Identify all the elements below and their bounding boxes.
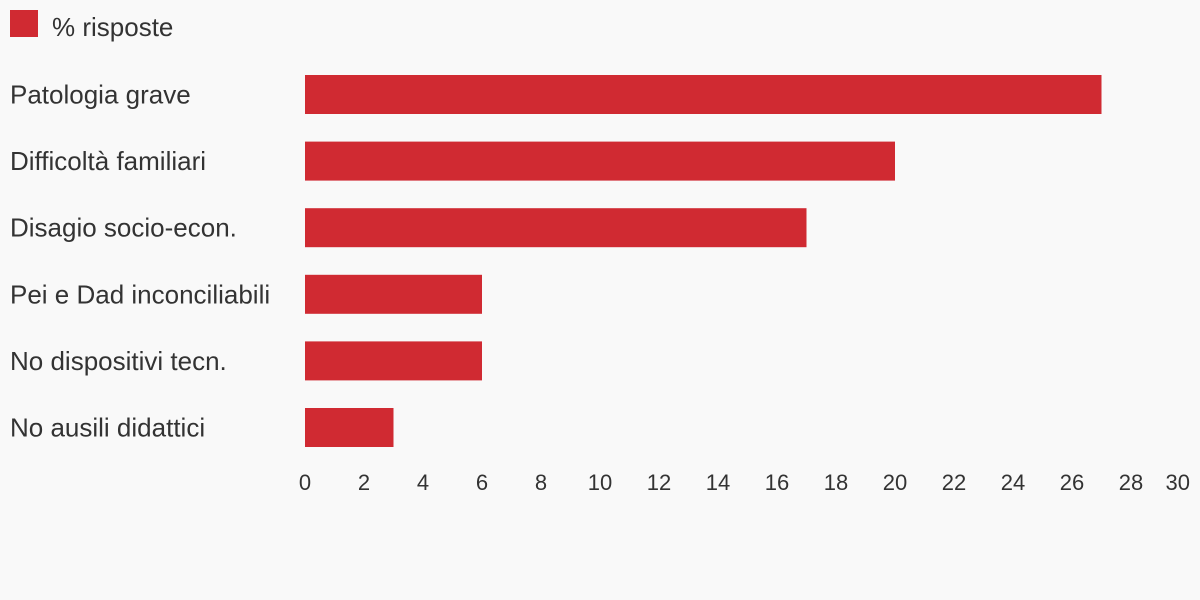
- x-tick-label: 16: [765, 470, 789, 495]
- bar: [305, 75, 1102, 114]
- x-tick-label: 28: [1119, 470, 1143, 495]
- x-tick-label: 10: [588, 470, 612, 495]
- category-label: Disagio socio-econ.: [10, 213, 237, 243]
- legend-label: % risposte: [52, 12, 173, 42]
- x-axis-tick-labels: 0 2 4 6 8 10 12 14 16 18 20 22 24 26 28 30: [299, 470, 1190, 495]
- bar: [305, 141, 895, 181]
- x-tick-label: 12: [647, 470, 671, 495]
- x-tick-label: 18: [824, 470, 848, 495]
- bar: [305, 274, 482, 314]
- x-tick-label: 24: [1001, 470, 1025, 495]
- category-label: Patologia grave: [10, 80, 191, 110]
- legend-swatch: [10, 10, 38, 37]
- x-tick-label: 6: [476, 470, 488, 495]
- x-tick-label: 8: [535, 470, 547, 495]
- category-label: No ausili didattici: [10, 413, 205, 443]
- x-tick-label: 4: [417, 470, 429, 495]
- bars: [305, 75, 1102, 447]
- bar: [305, 208, 807, 248]
- category-label: No dispositivi tecn.: [10, 346, 227, 376]
- category-label: Pei e Dad inconciliabili: [10, 279, 270, 309]
- legend: % risposte: [10, 10, 173, 42]
- x-tick-label: 30: [1166, 470, 1190, 495]
- x-tick-label: 22: [942, 470, 966, 495]
- category-labels: Patologia grave Difficoltà familiari Disag…: [10, 80, 270, 443]
- x-tick-label: 26: [1060, 470, 1084, 495]
- x-tick-label: 2: [358, 470, 370, 495]
- x-tick-label: 0: [299, 470, 311, 495]
- x-tick-label: 20: [883, 470, 907, 495]
- category-label: Difficoltà familiari: [10, 146, 206, 176]
- bar: [305, 408, 394, 447]
- bar: [305, 341, 482, 381]
- x-tick-label: 14: [706, 470, 730, 495]
